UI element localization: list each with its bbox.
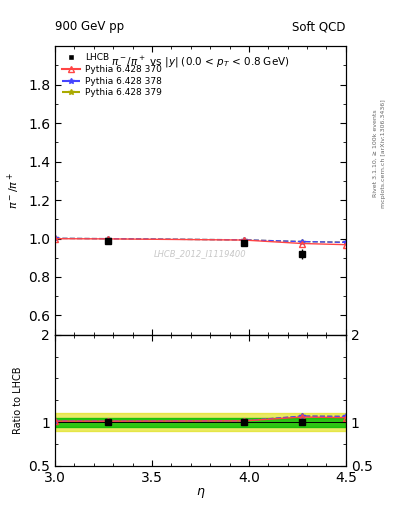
Text: Soft QCD: Soft QCD bbox=[292, 20, 346, 33]
Text: mcplots.cern.ch [arXiv:1306.3436]: mcplots.cern.ch [arXiv:1306.3436] bbox=[381, 99, 386, 208]
Bar bbox=[55, 418, 346, 426]
Bar bbox=[55, 413, 346, 431]
Text: Rivet 3.1.10, ≥ 100k events: Rivet 3.1.10, ≥ 100k events bbox=[373, 110, 378, 198]
X-axis label: $\eta$: $\eta$ bbox=[196, 486, 205, 500]
Y-axis label: Ratio to LHCB: Ratio to LHCB bbox=[13, 367, 23, 434]
Text: $\pi^-/\pi^+$ vs $|y|$ (0.0 < $p_{T}$ < 0.8 GeV): $\pi^-/\pi^+$ vs $|y|$ (0.0 < $p_{T}$ < … bbox=[111, 55, 290, 70]
Text: LHCB_2012_I1119400: LHCB_2012_I1119400 bbox=[154, 249, 247, 259]
Legend: LHCB, Pythia 6.428 370, Pythia 6.428 378, Pythia 6.428 379: LHCB, Pythia 6.428 370, Pythia 6.428 378… bbox=[59, 51, 164, 100]
Text: 900 GeV pp: 900 GeV pp bbox=[55, 20, 124, 33]
Y-axis label: $\pi^-/\pi^+$: $\pi^-/\pi^+$ bbox=[6, 172, 22, 209]
